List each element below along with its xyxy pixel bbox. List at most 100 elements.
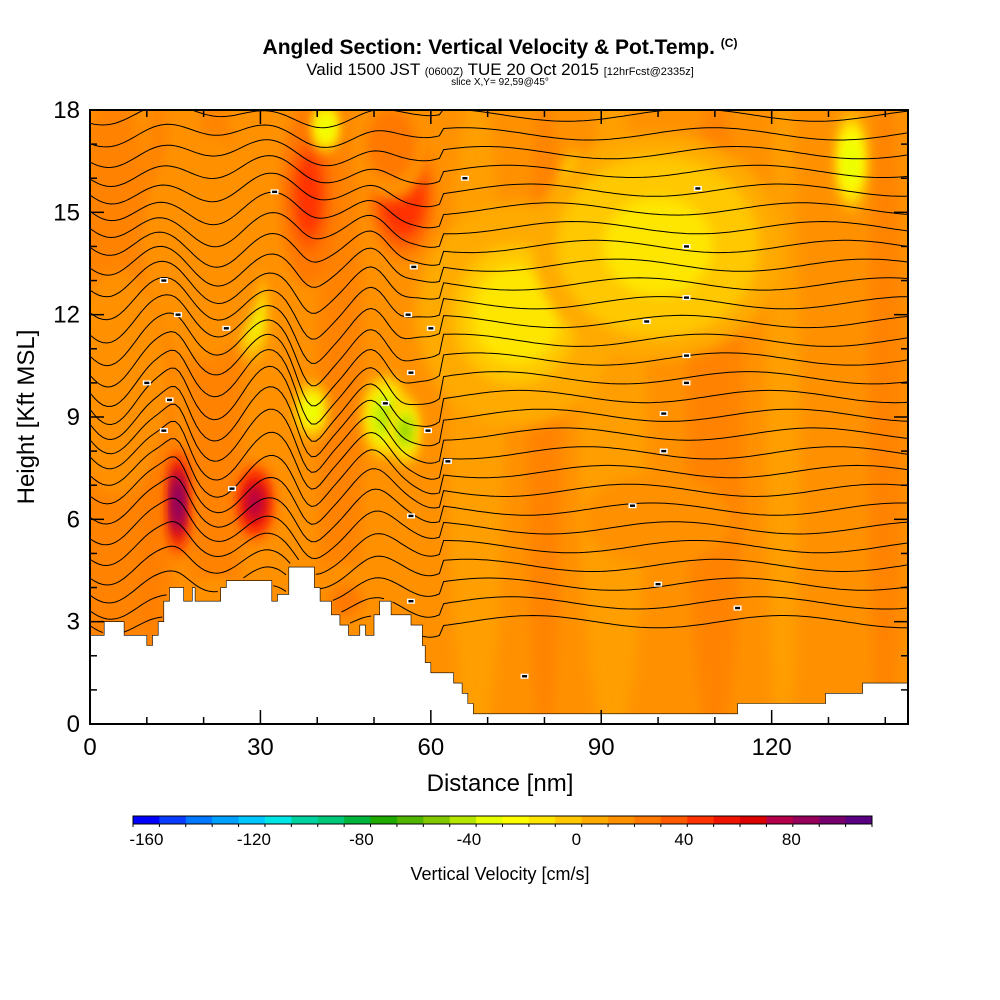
contour-label-mark <box>382 402 388 405</box>
contour-label-mark <box>683 381 689 385</box>
theta-contour <box>243 566 287 579</box>
y-tick-label: 18 <box>53 97 80 124</box>
contour-label <box>406 513 415 519</box>
theta-contour <box>90 312 908 387</box>
theta-contour <box>90 403 908 473</box>
contour-label <box>693 185 702 191</box>
valid-utc: (0600Z) <box>424 66 464 78</box>
y-tick-label: 12 <box>53 302 80 329</box>
colorbar-segment <box>555 816 583 824</box>
theta-contour <box>273 585 287 592</box>
plot-area <box>90 110 908 724</box>
contour-label-mark <box>229 487 235 490</box>
contour-label <box>520 673 529 679</box>
colorbar-tick-label: -80 <box>349 830 374 849</box>
colorbar-segment <box>581 816 609 824</box>
valid-date: TUE 20 Oct 2015 <box>467 60 599 79</box>
theta-contour <box>90 438 908 508</box>
colorbar-segment <box>502 816 530 824</box>
colorbar-segment <box>634 816 662 824</box>
contour-label <box>682 380 691 386</box>
contour-label-mark <box>223 327 229 330</box>
contour-label-mark <box>411 265 417 269</box>
velocity-feature <box>295 380 328 441</box>
colorbar-segment <box>660 816 688 824</box>
contour-label-mark <box>161 429 167 432</box>
theta-contour <box>90 245 908 288</box>
colorbar-segment <box>133 816 160 824</box>
colorbar-segment <box>317 816 345 824</box>
colorbar-segment <box>212 816 239 824</box>
theta-contour <box>90 386 908 458</box>
y-tick-label: 0 <box>67 711 80 738</box>
theta-contour <box>320 555 908 590</box>
forecast-tag: [12hrFcst@2335z] <box>603 66 694 78</box>
contour-label <box>460 175 469 181</box>
contour-label <box>443 458 452 464</box>
velocity-feature-shade <box>329 584 363 618</box>
contour-label-mark <box>167 398 173 402</box>
colorbar-segment <box>740 816 767 824</box>
contour-label <box>628 503 637 509</box>
contour-label <box>159 428 168 434</box>
contour-label-mark <box>462 177 468 180</box>
contour-label-mark <box>175 313 181 316</box>
theta-contour <box>90 139 908 169</box>
contour-label <box>406 370 415 376</box>
colorbar-segment <box>792 816 820 824</box>
contour-label <box>733 605 742 611</box>
theta-contour <box>90 331 908 407</box>
colorbar-segment <box>819 816 847 824</box>
contour-label-mark <box>735 606 741 610</box>
theta-contour <box>392 596 908 618</box>
colorbar-segment <box>766 816 794 824</box>
colorbar-tick-label: 80 <box>782 830 801 849</box>
contour-label <box>682 243 691 249</box>
chart-title-text: Angled Section: Vertical Velocity & Pot.… <box>262 36 715 59</box>
contour-label <box>165 397 174 403</box>
velocity-feature-shade <box>625 499 691 540</box>
theta-contour <box>90 348 908 425</box>
y-tick-label: 3 <box>67 609 80 636</box>
contour-label <box>682 295 691 301</box>
velocity-feature-shade <box>304 397 319 424</box>
colorbar-segment <box>687 816 715 824</box>
velocity-feature-shade <box>472 265 560 364</box>
contour-label <box>654 581 663 587</box>
velocity-feature <box>834 110 868 214</box>
theta-contour <box>90 365 908 442</box>
colorbar-segment <box>159 816 187 824</box>
contour-label-mark <box>405 313 411 316</box>
colorbar-segment <box>238 816 266 824</box>
field-band <box>765 110 801 724</box>
velocity-feature-shade <box>176 197 231 296</box>
contour-label-mark <box>144 381 150 385</box>
chart-title-tag: (C) <box>720 36 738 50</box>
colorbar-segment <box>370 816 398 824</box>
theta-contour <box>341 597 385 613</box>
contour-label-mark <box>445 460 451 463</box>
x-tick-label: 30 <box>247 734 274 761</box>
theta-contour <box>90 212 908 248</box>
contour-label <box>406 598 415 604</box>
x-axis: 0 30 60 90 120 <box>83 110 887 761</box>
contour-labels <box>142 175 742 679</box>
theta-contour <box>123 616 163 633</box>
theta-contour <box>90 594 167 620</box>
theta-contour <box>90 545 291 586</box>
colorbar-label: Vertical Velocity [cm/s] <box>410 864 589 884</box>
x-tick-label: 0 <box>83 734 96 761</box>
contour-label-mark <box>161 279 167 282</box>
contour-label <box>659 448 668 454</box>
potential-temperature-contours <box>90 110 908 638</box>
velocity-feature-shade <box>844 138 859 185</box>
theta-contour <box>90 521 300 567</box>
contour-label <box>174 312 183 318</box>
theta-contour <box>349 615 372 624</box>
theta-contour <box>90 294 908 364</box>
contour-label-mark <box>644 320 650 323</box>
y-tick-label: 6 <box>67 506 80 533</box>
colorbar-segment <box>396 816 424 824</box>
velocity-feature-shade <box>245 484 264 521</box>
